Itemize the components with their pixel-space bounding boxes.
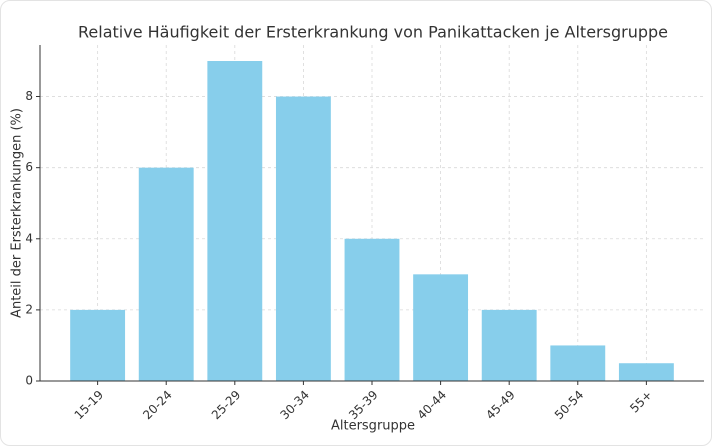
x-tick-label: 15-19 (72, 388, 107, 423)
x-tick-label: 50-54 (552, 388, 587, 423)
x-tick-label: 30-34 (277, 388, 312, 423)
x-tick-label: 35-39 (346, 388, 381, 423)
y-tick-label: 2 (25, 302, 33, 316)
x-tick-label: 20-24 (140, 388, 175, 423)
y-tick-label: 0 (25, 374, 33, 388)
x-tick-label: 45-49 (483, 388, 518, 423)
bar (207, 61, 263, 381)
x-tick-label: 55+ (627, 388, 655, 416)
bar (618, 363, 674, 381)
bar (275, 96, 331, 382)
y-axis-label: Anteil der Ersterkrankungen (%) (10, 108, 25, 318)
bar (413, 274, 469, 381)
bar (70, 309, 126, 381)
bar (344, 238, 400, 381)
x-tick-label: 40-44 (415, 388, 450, 423)
bar (138, 167, 194, 381)
chart-title: Relative Häufigkeit der Ersterkrankung v… (78, 23, 668, 42)
x-tick-label: 25-29 (209, 388, 244, 423)
bar (550, 345, 606, 381)
bar (481, 309, 537, 381)
y-tick-label: 8 (25, 89, 33, 103)
y-tick-label: 4 (25, 231, 33, 245)
y-tick-label: 6 (25, 160, 33, 174)
x-axis-label: Altersgruppe (331, 419, 415, 434)
